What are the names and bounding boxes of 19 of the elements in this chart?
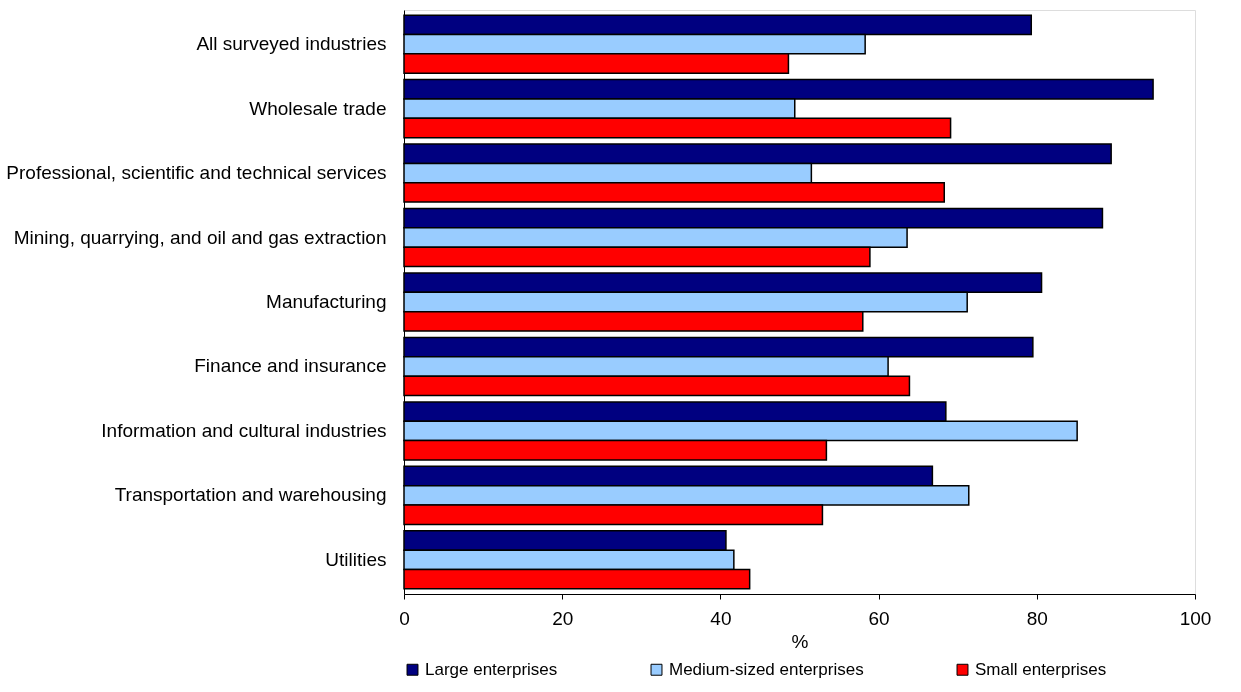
- y-tick-label: Wholesale trade: [249, 97, 387, 119]
- x-tick-label: 80: [1026, 607, 1048, 629]
- legend-label: Small enterprises: [975, 659, 1107, 679]
- y-tick-label: Utilities: [325, 548, 387, 570]
- legend-label: Medium-sized enterprises: [669, 659, 864, 679]
- x-tick-label: 0: [399, 607, 410, 629]
- x-tick-label: 20: [552, 607, 574, 629]
- x-tick-label: 40: [710, 607, 732, 629]
- y-tick-label: Manufacturing: [266, 291, 387, 312]
- y-tick-label: Information and cultural industries: [101, 419, 387, 441]
- y-tick-label: All surveyed industries: [196, 33, 387, 55]
- y-tick-label: Finance and insurance: [194, 355, 387, 377]
- y-tick-label: Transportation and warehousing: [114, 484, 387, 506]
- x-tick-label: 100: [1179, 607, 1212, 629]
- x-tick-label: 60: [868, 607, 890, 629]
- y-tick-label: Mining, quarrying, and oil and gas extraction: [13, 226, 387, 248]
- y-tick-label: Professional, scientific and technical services: [6, 162, 387, 184]
- x-axis-title: %: [791, 630, 809, 652]
- legend-label: Large enterprises: [425, 659, 558, 679]
